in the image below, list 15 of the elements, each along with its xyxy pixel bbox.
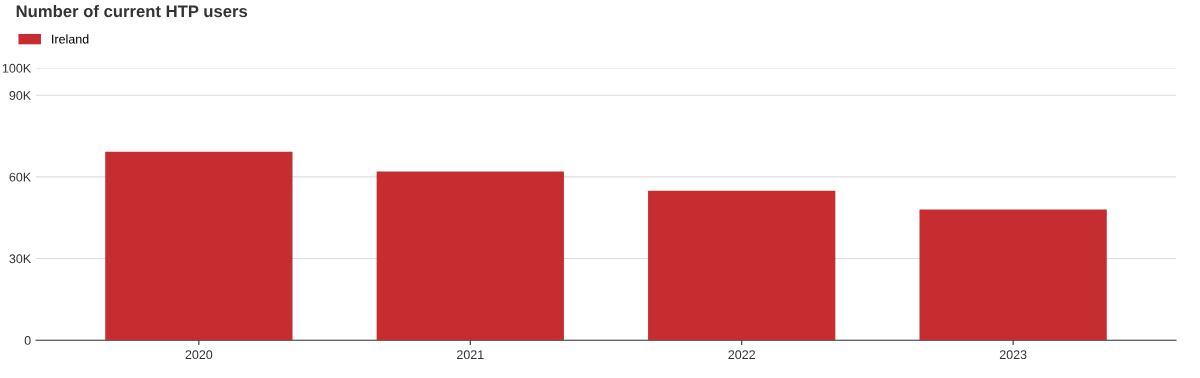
x-tick-label: 2021	[457, 350, 484, 360]
x-tick-label: 2023	[999, 350, 1027, 360]
bar	[105, 151, 293, 341]
y-tick-label: 0	[24, 336, 31, 345]
chart-title: Number of current HTP users	[16, 4, 248, 18]
bar	[648, 190, 836, 341]
legend-label: Ireland	[52, 34, 89, 44]
y-tick-label: 100K	[2, 63, 31, 73]
x-tick-label: 2020	[185, 350, 213, 360]
y-tick-label: 60K	[9, 172, 31, 182]
bar	[376, 171, 564, 341]
bar	[919, 209, 1107, 341]
x-tick-label: 2022	[728, 350, 755, 360]
y-tick-label: 30K	[9, 254, 31, 264]
y-tick-label: 90K	[9, 91, 31, 100]
